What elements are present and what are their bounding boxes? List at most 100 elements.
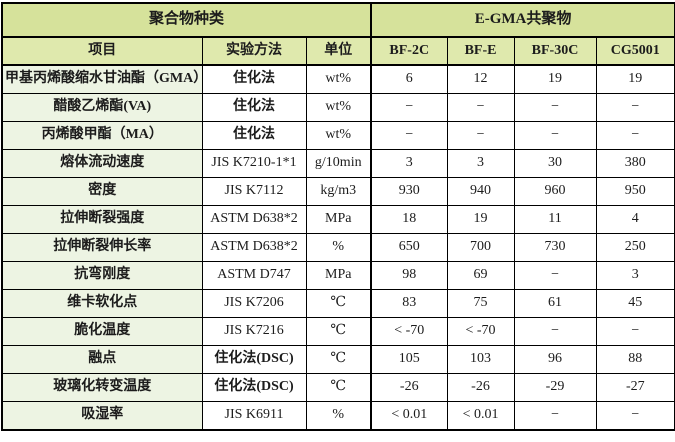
item-cell: 拉伸断裂伸长率 [1,233,203,262]
table-body: 甲基丙烯酸缩水甘油酯（GMA） 住化法 wt% 6 12 19 19 醋酸乙烯酯(VA) 住化法… [1,64,675,431]
value-cell: -29 [513,373,597,402]
value-cell: − [370,93,448,122]
value-cell: 103 [446,345,515,374]
column-header-bfe: BF-E [446,36,515,66]
value-cell: − [595,121,675,150]
column-header-bf2c: BF-2C [370,36,448,66]
unit-cell: MPa [305,205,372,234]
method-cell: 住化法 [201,64,307,94]
value-cell: 4 [595,205,675,234]
method-cell: 住化法 [201,93,307,122]
value-cell: − [513,317,597,346]
value-cell: 960 [513,177,597,206]
value-cell: 19 [446,205,515,234]
value-cell: − [595,93,675,122]
unit-cell: ℃ [305,317,372,346]
table-row: 熔体流动速度 JIS K7210-1*1 g/10min 3 3 30 380 [1,149,675,178]
polymer-properties-table: 聚合物种类 E-GMA共聚物 项目 实验方法 单位 BF-2C BF-E BF-… [1,2,675,431]
item-cell: 拉伸断裂强度 [1,205,203,234]
value-cell: < 0.01 [370,401,448,431]
unit-cell: ℃ [305,373,372,402]
method-cell: 住化法(DSC) [201,345,307,374]
column-header-item: 项目 [1,36,203,66]
value-cell: 45 [595,289,675,318]
value-cell: − [513,93,597,122]
value-cell: − [446,121,515,150]
value-cell: 3 [446,149,515,178]
value-cell: 3 [370,149,448,178]
table-row: 脆化温度 JIS K7216 ℃ < -70 < -70− − [1,317,675,346]
method-cell: JIS K7216 [201,317,307,346]
value-cell: 69 [446,261,515,290]
unit-cell: wt% [305,64,372,94]
column-header-unit: 单位 [305,36,372,66]
item-cell: 融点 [1,345,203,374]
table-row: 抗弯刚度 ASTM D747 MPa 98 69−3 [1,261,675,290]
table-row: 甲基丙烯酸缩水甘油酯（GMA） 住化法 wt% 6 12 19 19 [1,64,675,94]
item-cell: 熔体流动速度 [1,149,203,178]
value-cell: 61 [513,289,597,318]
value-cell: 19 [513,64,597,94]
value-cell: 12 [446,64,515,94]
table-row: 拉伸断裂强度 ASTM D638*2 MPa 18 19 11 4 [1,205,675,234]
value-cell: 930 [370,177,448,206]
group-header-polymer-type: 聚合物种类 [1,2,372,38]
value-cell: 650 [370,233,448,262]
value-cell: < -70 [446,317,515,346]
value-cell: − [513,401,597,431]
value-cell: − [513,261,597,290]
value-cell: 19 [595,64,675,94]
group-header-row: 聚合物种类 E-GMA共聚物 [1,2,675,38]
table-row: 醋酸乙烯酯(VA) 住化法 wt% − − − − [1,93,675,122]
method-cell: JIS K7210-1*1 [201,149,307,178]
unit-cell: % [305,233,372,262]
value-cell: 6 [370,64,448,94]
value-cell: − [513,121,597,150]
method-cell: 住化法(DSC) [201,373,307,402]
value-cell: 105 [370,345,448,374]
value-cell: -26 [370,373,448,402]
table-row: 丙烯酸甲酯（MA） 住化法 wt% − − − − [1,121,675,150]
method-cell: JIS K7112 [201,177,307,206]
unit-cell: ℃ [305,345,372,374]
unit-cell: wt% [305,121,372,150]
value-cell: 83 [370,289,448,318]
group-header-egma-copolymer: E-GMA共聚物 [370,2,675,38]
method-cell: ASTM D747 [201,261,307,290]
table-row: 吸湿率 JIS K6911% < 0.01 < 0.01− − [1,401,675,431]
item-cell: 维卡软化点 [1,289,203,318]
value-cell: − [595,317,675,346]
item-cell: 吸湿率 [1,401,203,431]
value-cell: 730 [513,233,597,262]
method-cell: JIS K7206 [201,289,307,318]
value-cell: 18 [370,205,448,234]
value-cell: 940 [446,177,515,206]
unit-cell: wt% [305,93,372,122]
column-header-row: 项目 实验方法 单位 BF-2C BF-E BF-30C CG5001 [1,36,675,66]
value-cell: 30 [513,149,597,178]
method-cell: ASTM D638*2 [201,233,307,262]
item-cell: 脆化温度 [1,317,203,346]
item-cell: 玻璃化转变温度 [1,373,203,402]
unit-cell: MPa [305,261,372,290]
value-cell: 75 [446,289,515,318]
value-cell: 380 [595,149,675,178]
value-cell: 950 [595,177,675,206]
value-cell: 11 [513,205,597,234]
unit-cell: ℃ [305,289,372,318]
value-cell: − [595,401,675,431]
value-cell: − [370,121,448,150]
value-cell: 98 [370,261,448,290]
method-cell: JIS K6911 [201,401,307,431]
item-cell: 丙烯酸甲酯（MA） [1,121,203,150]
table-row: 密度 JIS K7112 kg/m3 930 940 960 950 [1,177,675,206]
table-row: 拉伸断裂伸长率 ASTM D638*2% 650 700 730 250 [1,233,675,262]
item-cell: 抗弯刚度 [1,261,203,290]
method-cell: 住化法 [201,121,307,150]
value-cell: < -70 [370,317,448,346]
column-header-method: 实验方法 [201,36,307,66]
value-cell: 250 [595,233,675,262]
item-cell: 密度 [1,177,203,206]
value-cell: < 0.01 [446,401,515,431]
